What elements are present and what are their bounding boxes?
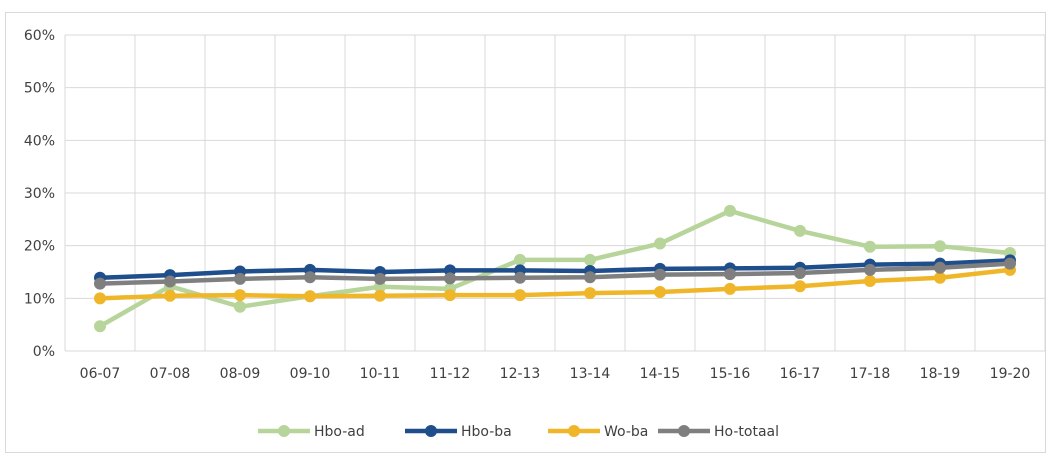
- data-point: [374, 272, 386, 285]
- x-tick-label: 18-19: [920, 366, 961, 382]
- data-point: [164, 289, 176, 302]
- legend-marker: [678, 425, 690, 437]
- y-tick-label: 50%: [24, 81, 55, 97]
- x-tick-label: 17-18: [850, 366, 891, 382]
- data-point: [864, 240, 876, 253]
- data-point: [514, 289, 526, 302]
- x-tick-label: 14-15: [640, 366, 681, 382]
- legend-marker: [278, 425, 290, 437]
- x-tick-label: 16-17: [780, 366, 821, 382]
- x-tick-label: 09-10: [290, 366, 331, 382]
- data-point: [1004, 257, 1016, 270]
- series-line: [97, 261, 1013, 286]
- legend: Hbo-ad Hbo-ba Wo-ba Ho-totaal: [258, 424, 779, 440]
- legend-item: Hbo-ad: [258, 424, 365, 440]
- x-tick-label: 06-07: [80, 366, 121, 382]
- legend-marker: [568, 425, 580, 437]
- x-tick-label: 19-20: [990, 366, 1031, 382]
- y-tick-label: 40%: [24, 133, 55, 149]
- data-point: [304, 271, 316, 284]
- chart-border: [5, 12, 1046, 453]
- x-tick-label: 13-14: [570, 366, 611, 382]
- data-point: [514, 253, 526, 266]
- data-point: [864, 263, 876, 276]
- data-point: [654, 237, 666, 250]
- x-tick-label: 07-08: [150, 366, 191, 382]
- data-point: [234, 289, 246, 302]
- legend-label: Hbo-ad: [314, 424, 365, 440]
- legend-marker: [425, 425, 437, 437]
- x-tick-label: 11-12: [430, 366, 471, 382]
- data-point: [864, 274, 876, 287]
- x-axis-ticks: 06-07 07-08 08-09 09-10 10-11 11-12 12-13 13-14…: [80, 366, 1031, 382]
- data-point: [724, 204, 736, 217]
- data-point: [94, 320, 106, 333]
- legend-label: Ho-totaal: [714, 424, 779, 440]
- data-point: [444, 289, 456, 302]
- data-point: [654, 268, 666, 281]
- legend-item: Wo-ba: [548, 424, 648, 440]
- data-point: [584, 287, 596, 300]
- series-line: [97, 208, 1013, 329]
- data-point: [164, 275, 176, 288]
- y-axis-ticks: 0% 10% 20% 30% 40% 50% 60%: [24, 28, 55, 360]
- y-tick-label: 10%: [24, 291, 55, 307]
- data-point: [94, 292, 106, 305]
- y-tick-label: 30%: [24, 186, 55, 202]
- data-point: [234, 272, 246, 285]
- data-point: [304, 290, 316, 303]
- x-tick-label: 10-11: [360, 366, 401, 382]
- legend-item: Ho-totaal: [658, 424, 779, 440]
- legend-label: Wo-ba: [604, 424, 648, 440]
- data-point: [234, 300, 246, 313]
- data-point: [514, 271, 526, 284]
- data-point: [444, 272, 456, 285]
- y-tick-label: 0%: [33, 344, 55, 360]
- series-ho-totaal: [94, 257, 1016, 290]
- legend-label: Hbo-ba: [461, 424, 512, 440]
- series-lines: [94, 204, 1016, 333]
- gridlines: [64, 34, 1046, 352]
- x-tick-label: 15-16: [710, 366, 751, 382]
- series-line: [97, 267, 1013, 301]
- data-point: [794, 267, 806, 280]
- data-point: [794, 280, 806, 293]
- data-point: [724, 268, 736, 281]
- y-tick-label: 20%: [24, 239, 55, 255]
- data-point: [94, 277, 106, 290]
- data-point: [934, 271, 946, 284]
- data-point: [934, 240, 946, 253]
- x-tick-label: 08-09: [220, 366, 261, 382]
- data-point: [654, 286, 666, 299]
- data-point: [934, 261, 946, 274]
- data-point: [724, 282, 736, 295]
- legend-item: Hbo-ba: [405, 424, 512, 440]
- series-line: [97, 258, 1013, 281]
- x-tick-label: 12-13: [500, 366, 541, 382]
- data-point: [794, 224, 806, 237]
- data-point: [374, 289, 386, 302]
- y-tick-label: 60%: [24, 28, 55, 44]
- data-point: [584, 253, 596, 266]
- data-point: [584, 271, 596, 284]
